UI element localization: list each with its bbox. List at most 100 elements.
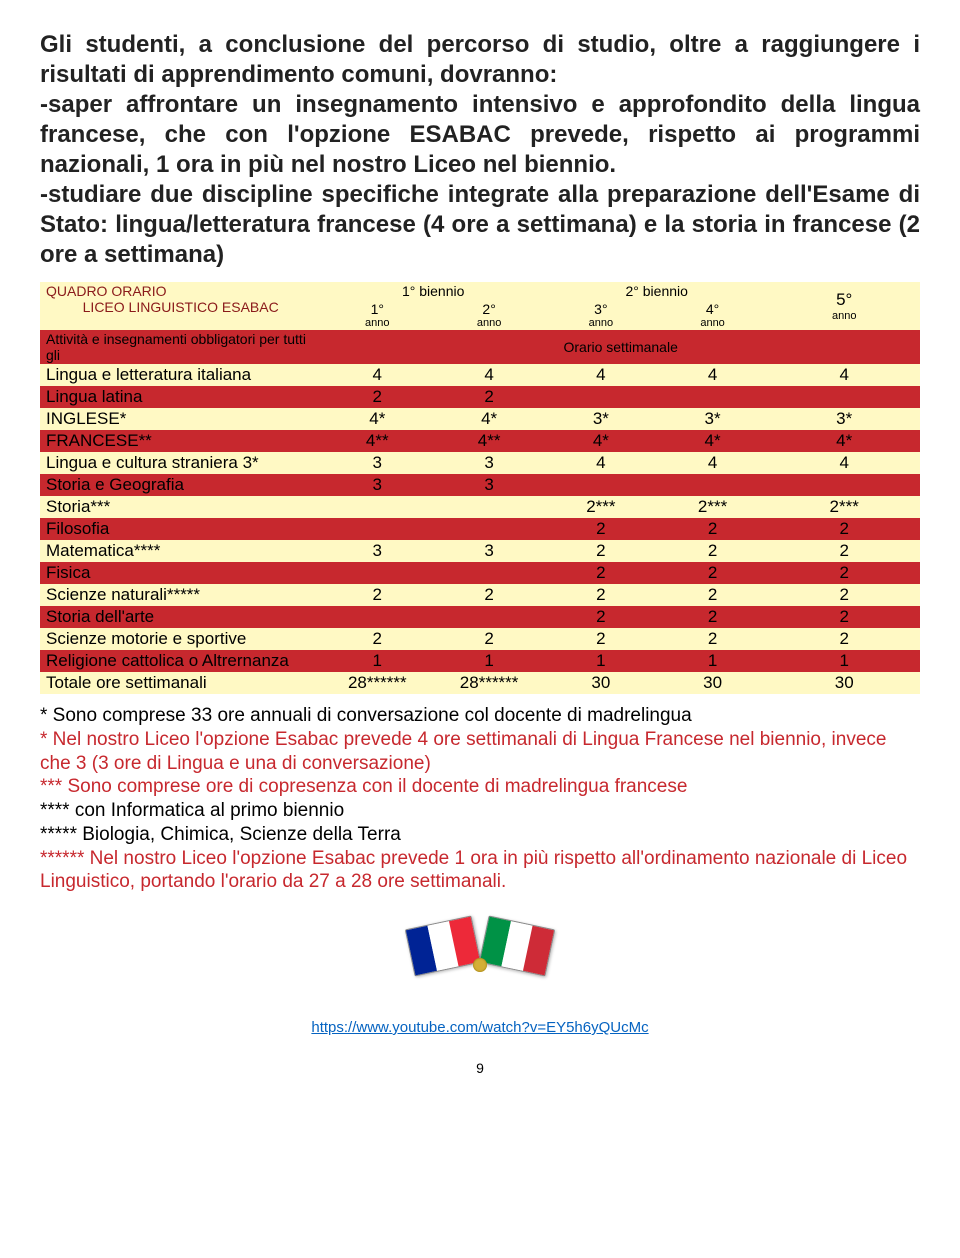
hours-cell	[321, 518, 433, 540]
hours-cell	[321, 496, 433, 518]
hours-cell: 4	[545, 364, 657, 386]
hours-cell	[768, 386, 920, 408]
hours-cell: 4	[657, 364, 769, 386]
table-row: Totale ore settimanali28******28******30…	[40, 672, 920, 694]
anno1-num: 1°	[327, 301, 427, 317]
orario-label: Orario settimanale	[321, 330, 920, 364]
subject-label: Scienze naturali*****	[40, 584, 321, 606]
note1: * Sono comprese 33 ore annuali di conver…	[40, 704, 920, 728]
hours-cell: 3	[321, 474, 433, 496]
hours-cell	[657, 386, 769, 408]
hours-cell: 30	[657, 672, 769, 694]
hours-cell: 2	[657, 606, 769, 628]
subject-label: Storia***	[40, 496, 321, 518]
biennio1: 1° biennio	[321, 282, 545, 300]
hours-cell: 1	[433, 650, 545, 672]
hours-cell: 4*	[321, 408, 433, 430]
hours-cell: 2	[433, 584, 545, 606]
anno2-label: anno	[439, 317, 539, 329]
intro-paragraph: Gli studenti, a conclusione del percorso…	[40, 30, 920, 270]
hours-cell: 4	[545, 452, 657, 474]
hours-cell: 2	[321, 584, 433, 606]
subject-label: INGLESE*	[40, 408, 321, 430]
hours-cell: 3	[321, 452, 433, 474]
hours-cell: 1	[545, 650, 657, 672]
biennio2: 2° biennio	[545, 282, 768, 300]
hours-cell: 2***	[545, 496, 657, 518]
italy-flag-icon	[479, 915, 555, 976]
subject-label: Lingua e cultura straniera 3*	[40, 452, 321, 474]
hours-cell: 4*	[657, 430, 769, 452]
hours-cell: 2	[433, 628, 545, 650]
note6: ****** Nel nostro Liceo l'opzione Esabac…	[40, 847, 920, 895]
youtube-link-container: https://www.youtube.com/watch?v=EY5h6yQU…	[40, 1019, 920, 1036]
note2: * Nel nostro Liceo l'opzione Esabac prev…	[40, 728, 920, 776]
hours-cell	[545, 386, 657, 408]
hours-cell: 2***	[768, 496, 920, 518]
hours-cell: 1	[321, 650, 433, 672]
hours-cell	[433, 518, 545, 540]
hours-cell: 3	[321, 540, 433, 562]
intro-bullet2: -studiare due discipline specifiche inte…	[40, 181, 920, 268]
table-row: Lingua e cultura straniera 3*33444	[40, 452, 920, 474]
hours-cell: 4	[768, 452, 920, 474]
subject-label: Scienze motorie e sportive	[40, 628, 321, 650]
table-row: Fisica222	[40, 562, 920, 584]
hours-cell: 2	[545, 562, 657, 584]
hours-cell: 2	[768, 540, 920, 562]
note3: *** Sono comprese ore di copresenza con …	[40, 775, 920, 799]
hours-cell: 2	[657, 584, 769, 606]
anno5-num: 5°	[774, 290, 914, 310]
hours-cell	[321, 606, 433, 628]
hours-cell: 2	[657, 628, 769, 650]
quadro-label: QUADRO ORARIO	[46, 283, 315, 299]
subject-label: FRANCESE**	[40, 430, 321, 452]
subject-label: Religione cattolica o Altrernanza	[40, 650, 321, 672]
hours-cell: 4**	[433, 430, 545, 452]
intro-line1: Gli studenti, a conclusione del percorso…	[40, 31, 920, 88]
note5: ***** Biologia, Chimica, Scienze della T…	[40, 823, 920, 847]
anno3-num: 3°	[551, 301, 651, 317]
hours-cell: 2	[657, 518, 769, 540]
subject-label: Fisica	[40, 562, 321, 584]
footnotes: * Sono comprese 33 ore annuali di conver…	[40, 704, 920, 894]
hours-cell: 3	[433, 474, 545, 496]
hours-cell: 4*	[433, 408, 545, 430]
hours-cell: 4	[657, 452, 769, 474]
hours-cell: 2	[545, 606, 657, 628]
hours-cell	[657, 474, 769, 496]
hours-cell: 2	[545, 540, 657, 562]
subject-label: Storia e Geografia	[40, 474, 321, 496]
hours-cell: 30	[545, 672, 657, 694]
hours-cell: 2	[768, 606, 920, 628]
table-row: Storia dell'arte222	[40, 606, 920, 628]
liceo-label: LICEO LINGUISTICO ESABAC	[46, 299, 315, 315]
table-row: FRANCESE**4**4**4*4*4*	[40, 430, 920, 452]
hours-cell: 3	[433, 540, 545, 562]
subject-label: Lingua latina	[40, 386, 321, 408]
table-row: Scienze naturali*****22222	[40, 584, 920, 606]
hours-cell	[433, 496, 545, 518]
hours-cell: 2	[768, 628, 920, 650]
hours-cell: 1	[657, 650, 769, 672]
hours-cell: 2***	[657, 496, 769, 518]
anno4-label: anno	[663, 317, 763, 329]
anno1-label: anno	[327, 317, 427, 329]
hours-cell: 2	[768, 562, 920, 584]
hours-cell: 30	[768, 672, 920, 694]
youtube-link[interactable]: https://www.youtube.com/watch?v=EY5h6yQU…	[311, 1019, 648, 1036]
subject-label: Totale ore settimanali	[40, 672, 321, 694]
page-number: 9	[40, 1060, 920, 1076]
anno5-label: anno	[774, 310, 914, 322]
hours-cell: 3*	[768, 408, 920, 430]
france-flag-icon	[405, 915, 481, 976]
table-row: INGLESE*4*4*3*3*3*	[40, 408, 920, 430]
hours-cell: 2	[657, 562, 769, 584]
table-row: Storia***2***2***2***	[40, 496, 920, 518]
hours-cell: 4*	[545, 430, 657, 452]
subject-label: Filosofia	[40, 518, 321, 540]
note4: **** con Informatica al primo biennio	[40, 799, 920, 823]
hours-cell: 2	[321, 628, 433, 650]
anno4-num: 4°	[663, 301, 763, 317]
table-row: Storia e Geografia33	[40, 474, 920, 496]
